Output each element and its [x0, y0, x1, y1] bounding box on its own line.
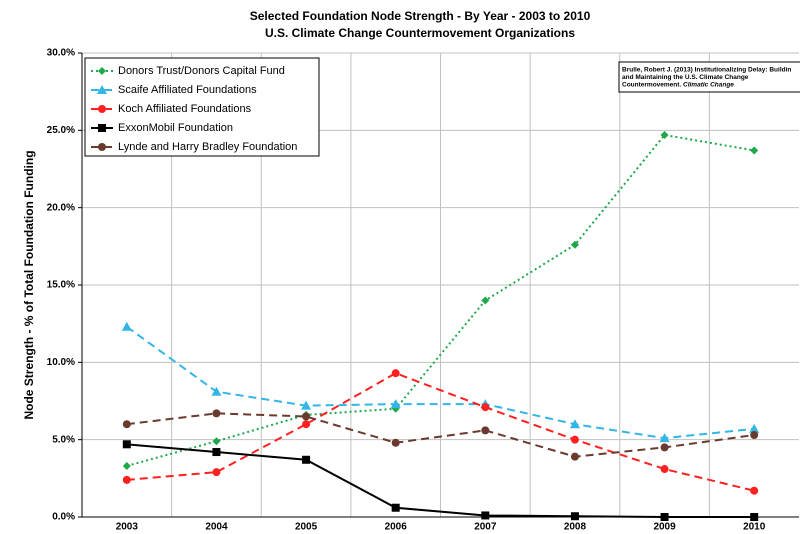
y-axis-label: Node Strength - % of Total Foundation Fu… — [22, 150, 36, 419]
citation-line: Brulle, Robert J. (2013) Institutionaliz… — [622, 67, 791, 74]
data-point — [660, 443, 669, 452]
data-point — [481, 511, 490, 520]
x-tick-label: 2005 — [295, 522, 318, 533]
data-point — [481, 426, 490, 435]
citation-italic: Climatic Change — [683, 82, 734, 89]
legend-marker — [98, 143, 106, 151]
data-point — [122, 475, 131, 484]
legend-marker — [97, 85, 107, 94]
chart-subtitle: U.S. Climate Change Countermovement Orga… — [265, 26, 575, 40]
data-point — [570, 435, 579, 444]
data-point — [750, 146, 759, 155]
data-point — [660, 513, 669, 521]
data-point — [660, 465, 669, 474]
data-point — [570, 512, 579, 521]
legend-marker — [98, 67, 106, 75]
data-point — [212, 468, 221, 477]
y-tick-label: 0.0% — [52, 512, 75, 523]
legend-label: Donors Trust/Donors Capital Fund — [118, 65, 285, 77]
data-point — [570, 240, 579, 249]
legend-label: Koch Affiliated Foundations — [118, 103, 252, 115]
data-point — [301, 400, 312, 410]
y-tick-label: 30.0% — [47, 48, 75, 59]
data-point — [121, 321, 132, 331]
data-point — [749, 423, 760, 433]
y-tick-label: 15.0% — [47, 280, 75, 291]
citation-box — [618, 61, 800, 93]
data-point — [481, 296, 490, 305]
legend-marker — [98, 124, 106, 132]
series-line — [126, 372, 755, 492]
data-point — [569, 419, 580, 429]
y-tick-label: 10.0% — [47, 357, 75, 368]
data-point — [122, 420, 131, 429]
series-line — [126, 325, 755, 440]
x-tick-label: 2003 — [116, 522, 139, 533]
legend-label: Lynde and Harry Bradley Foundation — [118, 141, 297, 153]
data-point — [750, 513, 759, 521]
legend-box — [84, 57, 320, 157]
y-tick-label: 20.0% — [47, 202, 75, 213]
data-point — [302, 412, 311, 421]
series-line — [126, 412, 755, 458]
data-point — [750, 431, 759, 440]
legend-label: Scaife Affiliated Foundations — [118, 84, 257, 96]
data-point — [390, 399, 401, 409]
data-point — [212, 437, 221, 446]
data-point — [212, 409, 221, 418]
x-tick-label: 2007 — [474, 522, 497, 533]
y-tick-label: 5.0% — [52, 434, 75, 445]
data-point — [302, 420, 311, 429]
data-point — [391, 369, 400, 378]
citation-line: Countermovement. — [622, 82, 681, 89]
data-point — [302, 455, 311, 464]
data-point — [750, 486, 759, 495]
series-line — [126, 443, 755, 518]
data-point — [391, 503, 400, 512]
data-point — [660, 130, 669, 139]
data-point — [570, 452, 579, 461]
legend-marker — [98, 105, 106, 113]
data-point — [659, 433, 670, 443]
data-point — [481, 403, 490, 412]
legend-label: ExxonMobil Foundation — [118, 122, 233, 134]
data-point — [391, 438, 400, 447]
x-tick-label: 2004 — [205, 522, 228, 533]
x-tick-label: 2010 — [743, 522, 766, 533]
x-tick-label: 2008 — [564, 522, 587, 533]
data-point — [122, 461, 131, 470]
y-tick-label: 25.0% — [47, 125, 75, 136]
series-line — [126, 133, 755, 467]
chart-title: Selected Foundation Node Strength - By Y… — [250, 9, 591, 23]
data-point — [122, 440, 131, 449]
data-point — [211, 386, 222, 396]
x-tick-label: 2006 — [385, 522, 408, 533]
data-point — [212, 448, 221, 457]
x-tick-label: 2009 — [653, 522, 676, 533]
citation-line: and Maintaining the U.S. Climate Change — [622, 74, 749, 81]
